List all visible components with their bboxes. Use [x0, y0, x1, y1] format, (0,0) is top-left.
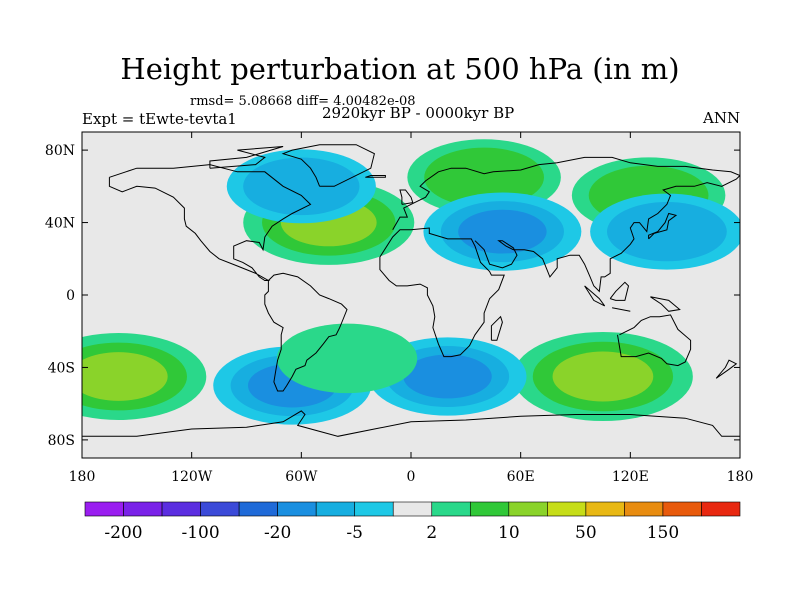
- coastline-5: [617, 314, 692, 367]
- colorbar-swatch-6: [315, 501, 356, 517]
- colorbar-swatch-9: [431, 501, 471, 517]
- coastline-17: [209, 146, 284, 169]
- field-contour-9-2: [403, 354, 492, 399]
- coastline-2: [392, 156, 740, 231]
- coastline-13: [650, 296, 681, 312]
- chart-title: Height perturbation at 500 hPa (in m): [120, 52, 680, 86]
- season-label: ANN: [703, 109, 741, 127]
- stats-label: rmsd= 5.08668 diff= 4.00482e-08: [190, 94, 416, 109]
- y-tick-label-2: 0: [66, 288, 75, 304]
- y-tick-label-1: 40N: [45, 216, 75, 232]
- colorbar-swatch-7: [354, 501, 394, 517]
- field-contour-4-2: [458, 209, 547, 254]
- colorbar-swatch-10: [469, 501, 510, 517]
- coastline-7: [281, 144, 375, 187]
- colorbar-swatch-5: [277, 501, 317, 517]
- colorbar-swatch-16: [701, 501, 741, 517]
- y-tick-label-4: 80S: [48, 433, 75, 449]
- coastline-6: [82, 410, 740, 437]
- coastline-14: [490, 315, 503, 341]
- x-tick-label-6: 180: [727, 469, 754, 485]
- x-tick-label-5: 120E: [612, 469, 649, 485]
- colorbar-label-4: 2: [426, 523, 437, 543]
- colorbar-swatch-4: [238, 501, 278, 517]
- x-tick-label-4: 60E: [507, 469, 535, 485]
- field-layer: [82, 139, 740, 425]
- field-contour-3-1: [243, 157, 360, 216]
- coastline-8: [399, 189, 414, 205]
- coastline-3: [379, 227, 505, 358]
- x-tick-label-3: 0: [407, 469, 416, 485]
- coastline-9: [648, 212, 678, 240]
- colorbar-swatch-1: [123, 501, 163, 517]
- colorbar-swatch-0: [84, 501, 124, 517]
- x-tick-label-0: 180: [69, 469, 96, 485]
- y-tick-label-3: 40S: [48, 360, 75, 376]
- colorbar-label-2: -20: [264, 523, 291, 543]
- field-contour-10-0: [276, 323, 418, 394]
- colorbar-swatch-13: [585, 501, 625, 517]
- colorbar-label-5: 10: [498, 523, 520, 543]
- colorbar: -200 -100 -20 -5 2 10 50 150: [84, 501, 741, 543]
- y-tick-label-0: 80N: [45, 143, 75, 159]
- coastline-12: [609, 281, 630, 301]
- coastline-10: [584, 285, 606, 307]
- colorbar-swatch-12: [547, 501, 587, 517]
- experiment-label: Expt = tEwte-tevta1: [82, 110, 237, 128]
- coastline-15: [715, 359, 738, 379]
- colorbar-swatch-14: [624, 501, 664, 517]
- coastline-11: [612, 307, 631, 312]
- colorbar-label-6: 50: [575, 523, 597, 543]
- colorbar-label-3: -5: [346, 523, 363, 543]
- axis-layer: 180 120W 60W 0 60E 120E 180 80N 40N 0 40S 80S: [45, 132, 753, 485]
- coastline-16: [365, 175, 386, 178]
- x-tick-label-2: 60W: [285, 469, 318, 485]
- colorbar-swatch-8: [392, 501, 433, 517]
- period-label: 2920kyr BP - 0000kyr BP: [322, 104, 515, 122]
- coastline-4: [474, 175, 740, 293]
- colorbar-label-1: -100: [181, 523, 219, 543]
- colorbar-label-7: 150: [647, 523, 679, 543]
- colorbar-swatch-11: [508, 501, 548, 517]
- colorbar-swatch-2: [161, 501, 201, 517]
- colorbar-label-0: -200: [104, 523, 142, 543]
- coastline-1: [264, 272, 348, 392]
- colorbar-swatch-3: [200, 501, 240, 517]
- field-contour-1-1: [424, 147, 544, 207]
- x-tick-label-1: 120W: [171, 469, 213, 485]
- field-contour-5-1: [607, 201, 727, 262]
- colorbar-swatch-15: [662, 501, 702, 517]
- coastline-layer: [82, 144, 740, 437]
- coastline-0: [108, 164, 312, 281]
- field-contour-6-2: [82, 352, 168, 401]
- field-contour-7-2: [552, 351, 654, 402]
